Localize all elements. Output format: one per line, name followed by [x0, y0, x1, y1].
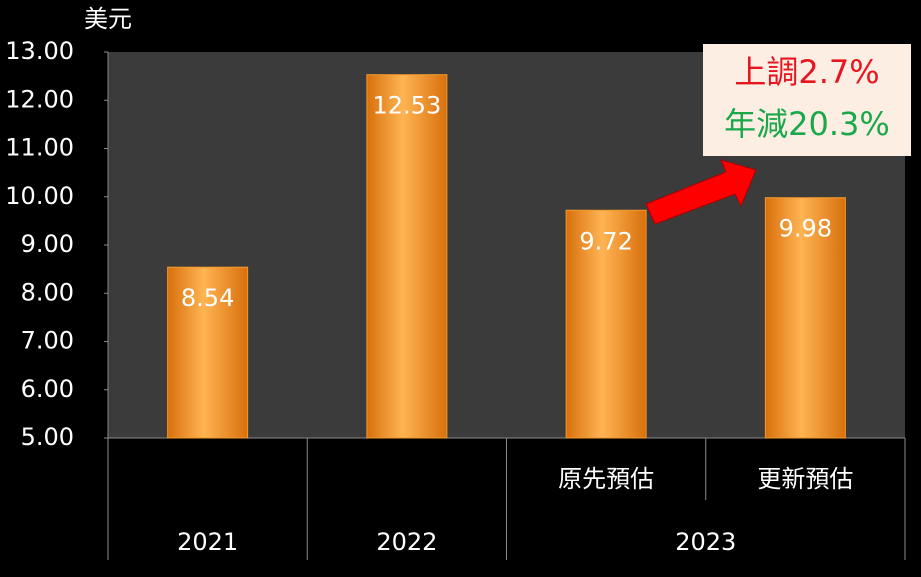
value-label: 12.53: [373, 92, 442, 120]
y-tick-label: 12.00: [5, 85, 74, 113]
annotation-arrow: [645, 159, 757, 225]
value-label: 9.72: [579, 227, 632, 255]
annotation-box: [703, 44, 911, 156]
y-tick-label: 11.00: [5, 134, 74, 162]
annotation-text: 年減20.3%: [724, 105, 890, 143]
bar: [764, 197, 846, 439]
y-tick-label: 10.00: [5, 182, 74, 210]
group-label: 2023: [675, 528, 736, 556]
bar: [366, 74, 448, 439]
value-label: 8.54: [181, 284, 234, 312]
value-label: 9.98: [779, 215, 832, 243]
y-tick-label: 13.00: [5, 37, 74, 65]
y-tick-label: 9.00: [21, 230, 74, 258]
y-tick-label: 8.00: [21, 278, 74, 306]
x-tick-label: 原先預估: [558, 465, 654, 493]
y-tick-label: 5.00: [21, 423, 74, 451]
annotation-text: 上調2.7%: [734, 53, 879, 91]
y-tick-label: 7.00: [21, 327, 74, 355]
group-label: 2021: [177, 528, 238, 556]
y-tick-label: 6.00: [21, 375, 74, 403]
y-axis-label: 美元: [84, 5, 132, 33]
x-tick-label: 更新預估: [757, 465, 853, 493]
group-label: 2022: [376, 528, 437, 556]
bar: [565, 209, 647, 439]
bar: [167, 266, 249, 439]
